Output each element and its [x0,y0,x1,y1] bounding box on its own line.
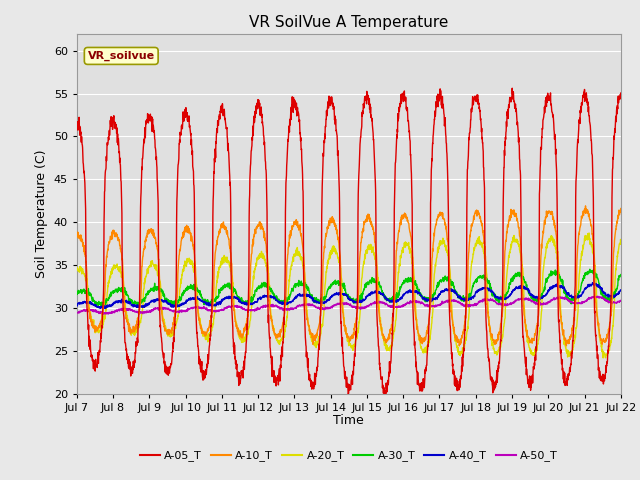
Legend: A-05_T, A-10_T, A-20_T, A-30_T, A-40_T, A-50_T: A-05_T, A-10_T, A-20_T, A-30_T, A-40_T, … [136,446,562,466]
Y-axis label: Soil Temperature (C): Soil Temperature (C) [35,149,48,278]
X-axis label: Time: Time [333,414,364,427]
Text: VR_soilvue: VR_soilvue [88,51,155,61]
Title: VR SoilVue A Temperature: VR SoilVue A Temperature [249,15,449,30]
